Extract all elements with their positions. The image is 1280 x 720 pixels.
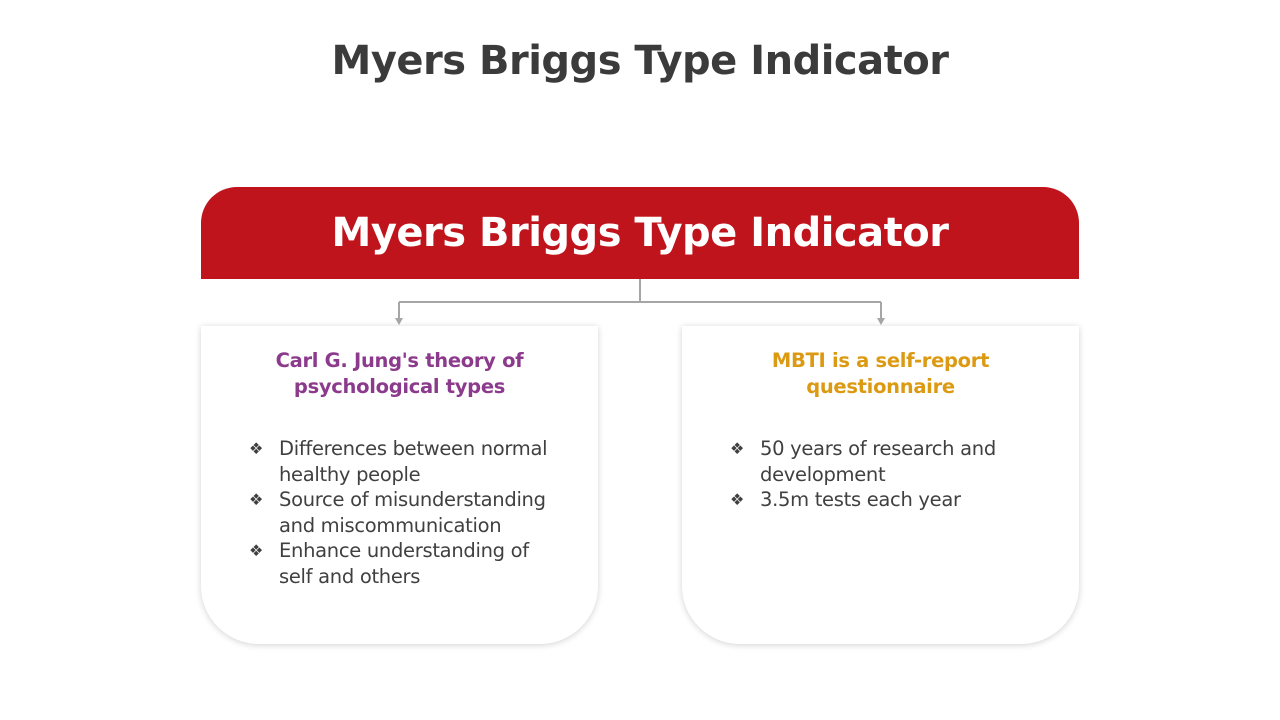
list-item-text: Enhance understanding of self and others xyxy=(279,539,529,588)
diamond-quad-bullet-icon: ❖ xyxy=(730,439,745,458)
header-banner-text: Myers Briggs Type Indicator xyxy=(331,210,949,256)
card-heading: Carl G. Jung's theory of psychological t… xyxy=(275,349,524,398)
diamond-quad-bullet-icon: ❖ xyxy=(249,439,264,458)
bullet-list: ❖ Differences between normal healthy peop… xyxy=(249,436,562,589)
list-item: ❖ Enhance understanding of self and other… xyxy=(249,538,562,589)
diamond-quad-bullet-icon: ❖ xyxy=(249,541,264,560)
arrow-down-left-icon xyxy=(395,318,403,325)
list-item-text: Source of misunderstanding and miscommun… xyxy=(279,488,546,537)
list-item: ❖ 50 years of research and development xyxy=(730,436,1043,487)
card-jung-theory: Carl G. Jung's theory of psychological t… xyxy=(201,326,598,644)
arrow-down-right-icon xyxy=(877,318,885,325)
bullet-list: ❖ 50 years of research and development ❖ 3… xyxy=(730,436,1043,513)
list-item-text: 3.5m tests each year xyxy=(760,488,961,511)
diamond-quad-bullet-icon: ❖ xyxy=(249,490,264,509)
page-title: Myers Briggs Type Indicator xyxy=(331,38,949,84)
header-banner: Myers Briggs Type Indicator xyxy=(201,187,1079,279)
list-item: ❖ Differences between normal healthy peop… xyxy=(249,436,562,487)
card-heading: MBTI is a self-report questionnaire xyxy=(771,349,990,398)
list-item: ❖ Source of misunderstanding and miscommu… xyxy=(249,487,562,538)
diamond-quad-bullet-icon: ❖ xyxy=(730,490,745,509)
card-mbti-questionnaire: MBTI is a self-report questionnaire ❖ 50 … xyxy=(682,326,1079,644)
list-item-text: 50 years of research and development xyxy=(760,437,996,486)
list-item: ❖ 3.5m tests each year xyxy=(730,487,1043,513)
list-item-text: Differences between normal healthy peopl… xyxy=(279,437,548,486)
